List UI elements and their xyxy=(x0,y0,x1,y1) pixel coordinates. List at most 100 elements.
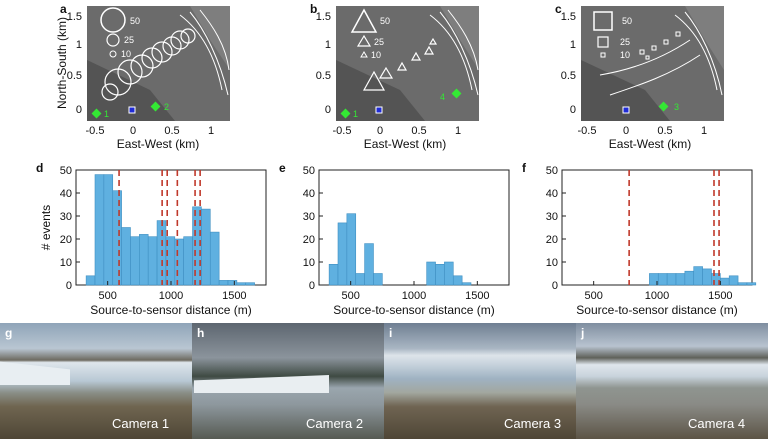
x-tick-label: 1500 xyxy=(708,290,732,302)
xtick: 0 xyxy=(377,125,383,137)
histogram-bar xyxy=(218,280,229,286)
x-axis-label: East-West (km) xyxy=(117,137,199,151)
scale-label-50: 50 xyxy=(622,16,632,26)
x-tick-label: 1500 xyxy=(465,290,489,302)
panel-letter-a: a xyxy=(60,2,67,16)
y-axis-label: North-South (km) xyxy=(55,17,69,109)
y-tick-label: 30 xyxy=(546,211,558,223)
scale-triangle-10 xyxy=(360,51,368,58)
camera-label-1: 1 xyxy=(353,109,358,119)
camera-label-3: 3 xyxy=(674,102,679,112)
x-axis-label: Source-to-sensor distance (m) xyxy=(90,303,251,317)
y-tick-label: 0 xyxy=(66,280,72,292)
ytick: 1.5 xyxy=(561,11,576,23)
camera-caption: Camera 3 xyxy=(504,416,562,431)
histogram-bar xyxy=(461,282,472,286)
event-triangles xyxy=(362,37,438,91)
ytick: 1.5 xyxy=(316,11,331,23)
y-tick-label: 50 xyxy=(303,165,315,177)
ytick: 0 xyxy=(325,104,331,116)
y-tick-label: 20 xyxy=(546,234,558,246)
ytick: 1 xyxy=(76,39,82,51)
photo-camera-2: h Camera 2 xyxy=(192,323,384,439)
y-tick-label: 40 xyxy=(60,188,72,200)
xtick: 0 xyxy=(623,125,629,137)
histogram-bar xyxy=(355,273,365,286)
x-tick-label: 1500 xyxy=(222,290,246,302)
panel-letter-b: b xyxy=(310,2,317,16)
y-tick-label: 10 xyxy=(546,257,558,269)
histogram-bar xyxy=(675,273,686,286)
y-tick-label: 40 xyxy=(546,188,558,200)
ytick: 0.5 xyxy=(67,70,82,82)
histogram-bar xyxy=(364,243,374,286)
panel-letter-g: g xyxy=(5,326,13,340)
histogram-bar xyxy=(139,234,149,286)
bathymetry-contours xyxy=(599,11,723,96)
y-tick-label: 20 xyxy=(60,234,72,246)
histogram-bar xyxy=(130,236,140,286)
panel-letter-f: f xyxy=(522,161,527,175)
x-axis-label: East-West (km) xyxy=(609,137,691,151)
scale-label-10: 10 xyxy=(371,50,381,60)
camera-caption: Camera 1 xyxy=(112,416,170,431)
sensor-marker xyxy=(375,106,383,114)
camera-label-4: 4 xyxy=(440,92,445,102)
histogram-bar xyxy=(746,282,757,286)
scale-circle-50 xyxy=(100,7,126,33)
scale-label-25: 25 xyxy=(620,37,630,47)
histogram-bar xyxy=(693,266,703,286)
xtick: 1 xyxy=(208,125,214,137)
scale-label-25: 25 xyxy=(374,37,384,47)
sensor-marker xyxy=(128,106,136,114)
scale-label-10: 10 xyxy=(620,50,630,60)
y-axis-label: # events xyxy=(39,205,53,250)
x-axis-label: East-West (km) xyxy=(364,137,446,151)
map-panel-c: c 50 25 10 3 -0.5 0 0.5 1 0 0.5 xyxy=(555,2,724,151)
scale-label-10: 10 xyxy=(121,49,131,59)
panel-letter-d: d xyxy=(36,161,43,175)
x-tick-label: 500 xyxy=(98,290,116,302)
scale-label-50: 50 xyxy=(130,16,140,26)
xtick: 1 xyxy=(701,125,707,137)
camera-caption: Camera 2 xyxy=(306,416,364,431)
bathymetry-contours xyxy=(429,9,479,96)
histogram-bar xyxy=(426,261,436,286)
histogram-bar xyxy=(373,273,383,286)
histogram-bar xyxy=(337,222,348,286)
y-tick-label: 40 xyxy=(303,188,315,200)
histogram-bar xyxy=(435,264,445,286)
histogram-bar xyxy=(684,270,695,286)
scale-circle-25 xyxy=(106,33,120,47)
photo-camera-4: j Camera 4 xyxy=(576,323,768,439)
y-tick-label: 30 xyxy=(303,211,315,223)
ytick: 0.5 xyxy=(561,70,576,82)
event-circles xyxy=(101,28,196,101)
xtick: 0.5 xyxy=(164,125,179,137)
ytick: 0.5 xyxy=(316,70,331,82)
panel-letter-j: j xyxy=(581,326,585,340)
panel-letter-i: i xyxy=(389,326,393,340)
histogram-bar xyxy=(666,273,677,286)
xtick: 0.5 xyxy=(411,125,426,137)
histogram-bar xyxy=(444,261,454,286)
scale-label-25: 25 xyxy=(124,35,134,45)
xtick: 1 xyxy=(455,125,461,137)
histogram-bar xyxy=(103,174,114,286)
y-tick-label: 20 xyxy=(303,234,315,246)
panel-letter-h: h xyxy=(197,326,205,340)
plot-frame xyxy=(561,169,753,286)
histogram-bar xyxy=(702,268,712,286)
x-tick-label: 1000 xyxy=(159,290,183,302)
photo-camera-3: i Camera 3 xyxy=(384,323,576,439)
x-tick-label: 500 xyxy=(341,290,359,302)
x-axis-label: Source-to-sensor distance (m) xyxy=(576,303,737,317)
sensor-marker xyxy=(622,106,630,114)
scale-triangle-50 xyxy=(350,8,378,33)
event-squares xyxy=(639,31,681,60)
ytick: 0 xyxy=(76,104,82,116)
scale-triangle-25 xyxy=(356,34,372,47)
y-tick-label: 0 xyxy=(552,280,558,292)
x-tick-label: 1000 xyxy=(402,290,426,302)
